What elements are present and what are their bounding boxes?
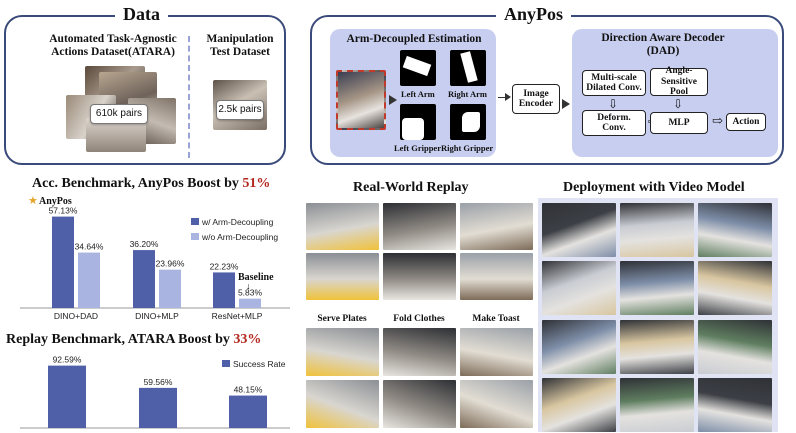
replay-legend: Success Rate	[222, 359, 286, 369]
left-gripper-mask	[400, 104, 436, 140]
replay-bar	[229, 395, 267, 428]
arm-input-photo	[336, 70, 386, 130]
acc-bar-value-label: 22.23%	[210, 261, 239, 271]
deployment-title: Deployment with Video Model	[563, 180, 745, 195]
acc-category-label: DINO+DAD	[54, 311, 98, 321]
left-gripper-label: Left Gripper	[394, 143, 441, 153]
anypos-marker: ★ AnyPos	[28, 195, 72, 207]
manip-title: Manipulation Test Dataset	[206, 33, 274, 59]
task-label-serve-plates: Serve Plates	[317, 314, 367, 324]
deployment-scene-photo	[698, 378, 772, 432]
image-encoder-box: Image Encoder	[512, 84, 560, 114]
atara-count-badge: 610k pairs	[90, 104, 148, 124]
acc-bar-value-label: 36.20%	[130, 239, 159, 249]
manip-count-badge: 2.5k pairs	[216, 100, 264, 120]
arrow-to-encoder	[498, 97, 506, 98]
mlp-box: MLP	[650, 112, 708, 134]
task-label-make-toast: Make Toast	[472, 314, 520, 324]
deployment-scene-photo	[542, 261, 616, 315]
baseline-label: Baseline	[238, 272, 274, 283]
replay-scene-photo	[306, 253, 379, 300]
replay-scene-photo	[383, 203, 456, 250]
replay-legend-label: Success Rate	[233, 359, 286, 369]
arm-decoupled-title: Arm-Decoupled Estimation	[346, 33, 482, 45]
deployment-scene-photo	[620, 261, 694, 315]
acc-bar	[78, 252, 100, 308]
replay-scene-photo	[383, 328, 456, 376]
dad-title: Direction Aware Decoder (DAD)	[601, 32, 725, 58]
acc-bar-value-label: 34.64%	[75, 242, 104, 252]
acc-bar-value-label: 57.13%	[49, 206, 78, 216]
right-arm-mask	[450, 50, 486, 86]
left-arm-label: Left Arm	[401, 89, 435, 99]
acc-legend: w/ Arm-Decoupling w/o Arm-Decoupling	[191, 217, 278, 242]
deployment-scene-photo	[620, 320, 694, 374]
acc-legend-swatch-2	[191, 233, 199, 240]
acc-bar	[213, 272, 235, 308]
arrow-down-left: ⇩	[608, 97, 619, 111]
acc-chart: 57.13% 34.64% DINO+DAD 36.20% 23.96% DINO+MLP…	[20, 195, 290, 321]
arrow-down-icon: ↓	[246, 281, 251, 291]
acc-bar-value-label: 5.83%	[238, 288, 263, 298]
arrow-to-dad	[562, 99, 570, 109]
action-box: Action	[726, 113, 766, 131]
replay-scene-photo	[306, 380, 379, 428]
replay-scene-photo	[306, 328, 379, 376]
replay-bar-value-label: 59.56%	[144, 377, 173, 387]
deployment-scene-photo	[542, 203, 616, 257]
acc-category-label: ResNet+MLP	[212, 311, 263, 321]
right-gripper-label: Right Gripper	[441, 143, 494, 153]
real-world-title: Real-World Replay	[353, 180, 469, 195]
replay-scene-photo	[383, 380, 456, 428]
data-divider	[188, 36, 190, 158]
deployment-scene-photo	[542, 320, 616, 374]
multi-scale-box: Multi-scale Dilated Conv.	[582, 70, 646, 96]
data-panel-title: Data	[115, 4, 168, 25]
acc-bar	[52, 216, 74, 308]
acc-legend-label-2: w/o Arm-Decoupling	[201, 232, 278, 242]
replay-benchmark-title: Replay Benchmark, ATARA Boost by 33%	[6, 332, 262, 347]
acc-category-label: DINO+MLP	[135, 311, 179, 321]
replay-scene-photo	[460, 328, 533, 376]
deployment-scene-photo	[542, 378, 616, 432]
acc-benchmark-title: Acc. Benchmark, AnyPos Boost by 51%	[32, 176, 271, 191]
arrow-mlp-to-action: ⇨	[712, 113, 723, 128]
right-arm-label: Right Arm	[448, 89, 487, 99]
right-gripper-mask	[450, 104, 486, 140]
arrow-to-encoder-head	[505, 93, 511, 101]
replay-scene-photo	[306, 203, 379, 250]
replay-bar	[48, 365, 86, 428]
anypos-label: AnyPos	[39, 196, 72, 207]
replay-legend-swatch	[222, 360, 230, 367]
star-icon: ★	[28, 195, 38, 207]
acc-bar-value-label: 23.96%	[156, 259, 185, 269]
replay-scene-photo	[460, 380, 533, 428]
replay-scene-photo	[460, 203, 533, 250]
deployment-scene-photo	[620, 378, 694, 432]
atara-title: Automated Task-Agnostic Actions Dataset(…	[49, 33, 177, 59]
deployment-scene-photo	[620, 203, 694, 257]
replay-bar-value-label: 92.59%	[53, 355, 82, 365]
replay-chart: 92.59% 59.56% 48.15% Success Rate	[20, 355, 290, 429]
angle-sensitive-box: Angle-Sensitive Pool	[650, 66, 708, 97]
replay-scene-photo	[383, 253, 456, 300]
deployment-scene-photo	[698, 320, 772, 374]
acc-legend-swatch-1	[191, 218, 199, 225]
left-arm-mask	[400, 50, 436, 86]
deployment-scene-photo	[698, 261, 772, 315]
arrow-to-masks	[389, 95, 397, 105]
acc-bar	[133, 250, 155, 308]
deform-conv-box: Deform. Conv.	[582, 110, 646, 136]
replay-scene-photo	[460, 253, 533, 300]
replay-bar-value-label: 48.15%	[234, 385, 263, 395]
acc-bar	[239, 298, 261, 308]
deployment-scene-photo	[698, 203, 772, 257]
arrow-down-right: ⇩	[673, 97, 684, 111]
replay-bar	[139, 387, 177, 428]
baseline-marker: Baseline ↓	[238, 272, 274, 291]
acc-bar	[159, 269, 181, 308]
task-label-fold-clothes: Fold Clothes	[393, 314, 445, 324]
acc-legend-label-1: w/ Arm-Decoupling	[201, 217, 274, 227]
anypos-panel-title: AnyPos	[496, 4, 572, 25]
